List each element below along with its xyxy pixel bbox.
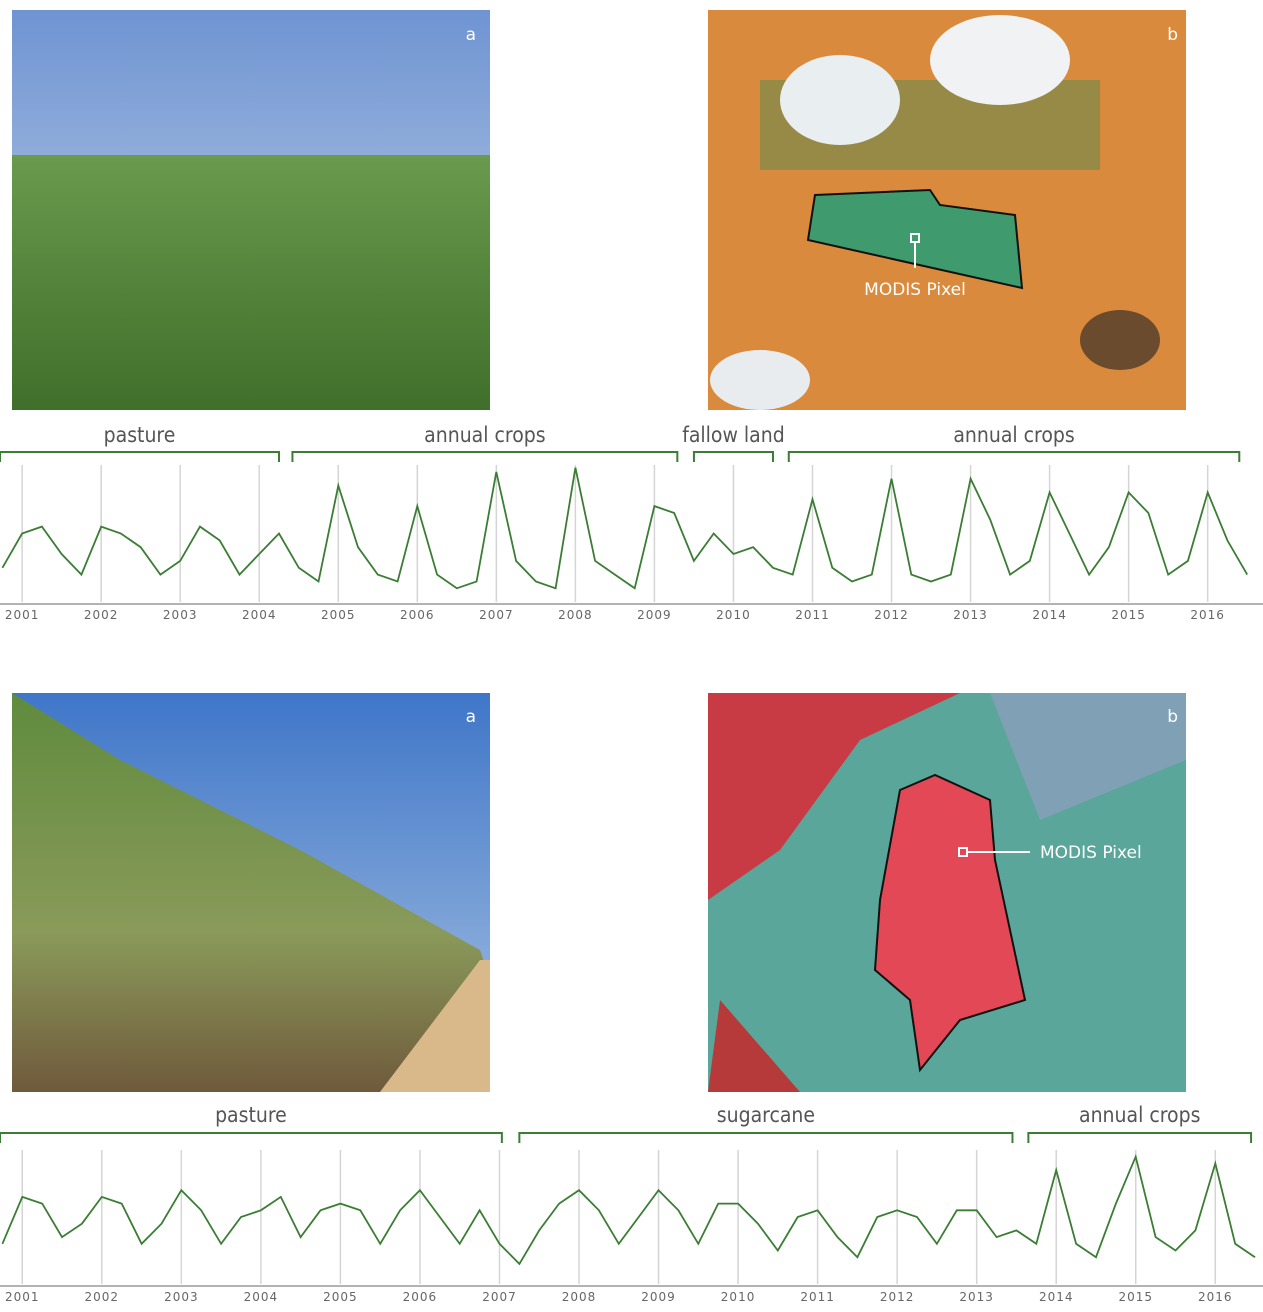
x-tick-label: 2009	[641, 1290, 676, 1304]
x-tick-label: 2010	[716, 608, 751, 622]
x-tick-label: 2003	[164, 1290, 199, 1304]
period-bracket	[292, 452, 677, 462]
x-tick-label: 2016	[1198, 1290, 1233, 1304]
x-tick-label: 2006	[403, 1290, 438, 1304]
ndvi-line	[2, 1157, 1255, 1264]
satellite-map: MODIS Pixel b	[708, 10, 1186, 410]
period-label: annual crops	[1079, 1103, 1200, 1127]
x-tick-label: 2004	[242, 608, 277, 622]
x-tick-label: 2014	[1039, 1290, 1074, 1304]
x-tick-label: 2010	[721, 1290, 756, 1304]
x-tick-label: 2013	[959, 1290, 994, 1304]
period-bracket	[789, 452, 1240, 462]
x-tick-label: 2012	[880, 1290, 915, 1304]
x-tick-label: 2015	[1118, 1290, 1153, 1304]
x-tick-label: 2002	[84, 608, 119, 622]
x-tick-label: 2002	[85, 1290, 120, 1304]
period-bracket	[694, 452, 773, 462]
x-tick-label: 2012	[874, 608, 909, 622]
x-tick-label: 2007	[482, 1290, 517, 1304]
period-label: fallow land	[682, 423, 785, 447]
period-label: sugarcane	[717, 1103, 815, 1127]
x-tick-label: 2001	[5, 608, 40, 622]
x-tick-label: 2008	[558, 608, 593, 622]
panel-label: b	[1167, 707, 1178, 727]
x-tick-label: 2005	[323, 1290, 358, 1304]
x-tick-label: 2005	[321, 608, 356, 622]
pixel-label: MODIS Pixel	[864, 280, 966, 300]
photo-pasture: a	[12, 10, 490, 410]
period-label: pasture	[104, 423, 176, 447]
x-tick-label: 2011	[800, 1290, 835, 1304]
period-label: pasture	[215, 1103, 287, 1127]
x-tick-label: 2015	[1111, 608, 1146, 622]
x-tick-label: 2004	[244, 1290, 279, 1304]
period-bracket	[1028, 1133, 1251, 1143]
photo-sugarcane: a	[12, 693, 490, 1092]
period-label: annual crops	[953, 423, 1074, 447]
x-tick-label: 2007	[479, 608, 514, 622]
period-label: annual crops	[424, 423, 545, 447]
panel-label: a	[466, 707, 476, 727]
satellite-map: MODIS Pixel b	[708, 693, 1186, 1092]
x-tick-label: 2014	[1032, 608, 1067, 622]
ndvi-line	[2, 468, 1247, 589]
x-tick-label: 2008	[562, 1290, 597, 1304]
figure: a MODIS Pixel b a MODIS Pixel b 2001 2002…	[0, 0, 1263, 1312]
x-tick-label: 2013	[953, 608, 988, 622]
period-bracket	[0, 452, 279, 462]
panel-label: b	[1167, 25, 1178, 45]
x-tick-label: 2003	[163, 608, 198, 622]
x-tick-label: 2011	[795, 608, 830, 622]
x-tick-label: 2016	[1190, 608, 1225, 622]
x-tick-label: 2009	[637, 608, 672, 622]
x-tick-label: 2001	[5, 1290, 40, 1304]
panel-label: a	[466, 25, 476, 45]
period-bracket	[519, 1133, 1012, 1143]
x-tick-label: 2006	[400, 608, 435, 622]
period-bracket	[0, 1133, 502, 1143]
pixel-label: MODIS Pixel	[1040, 843, 1142, 863]
